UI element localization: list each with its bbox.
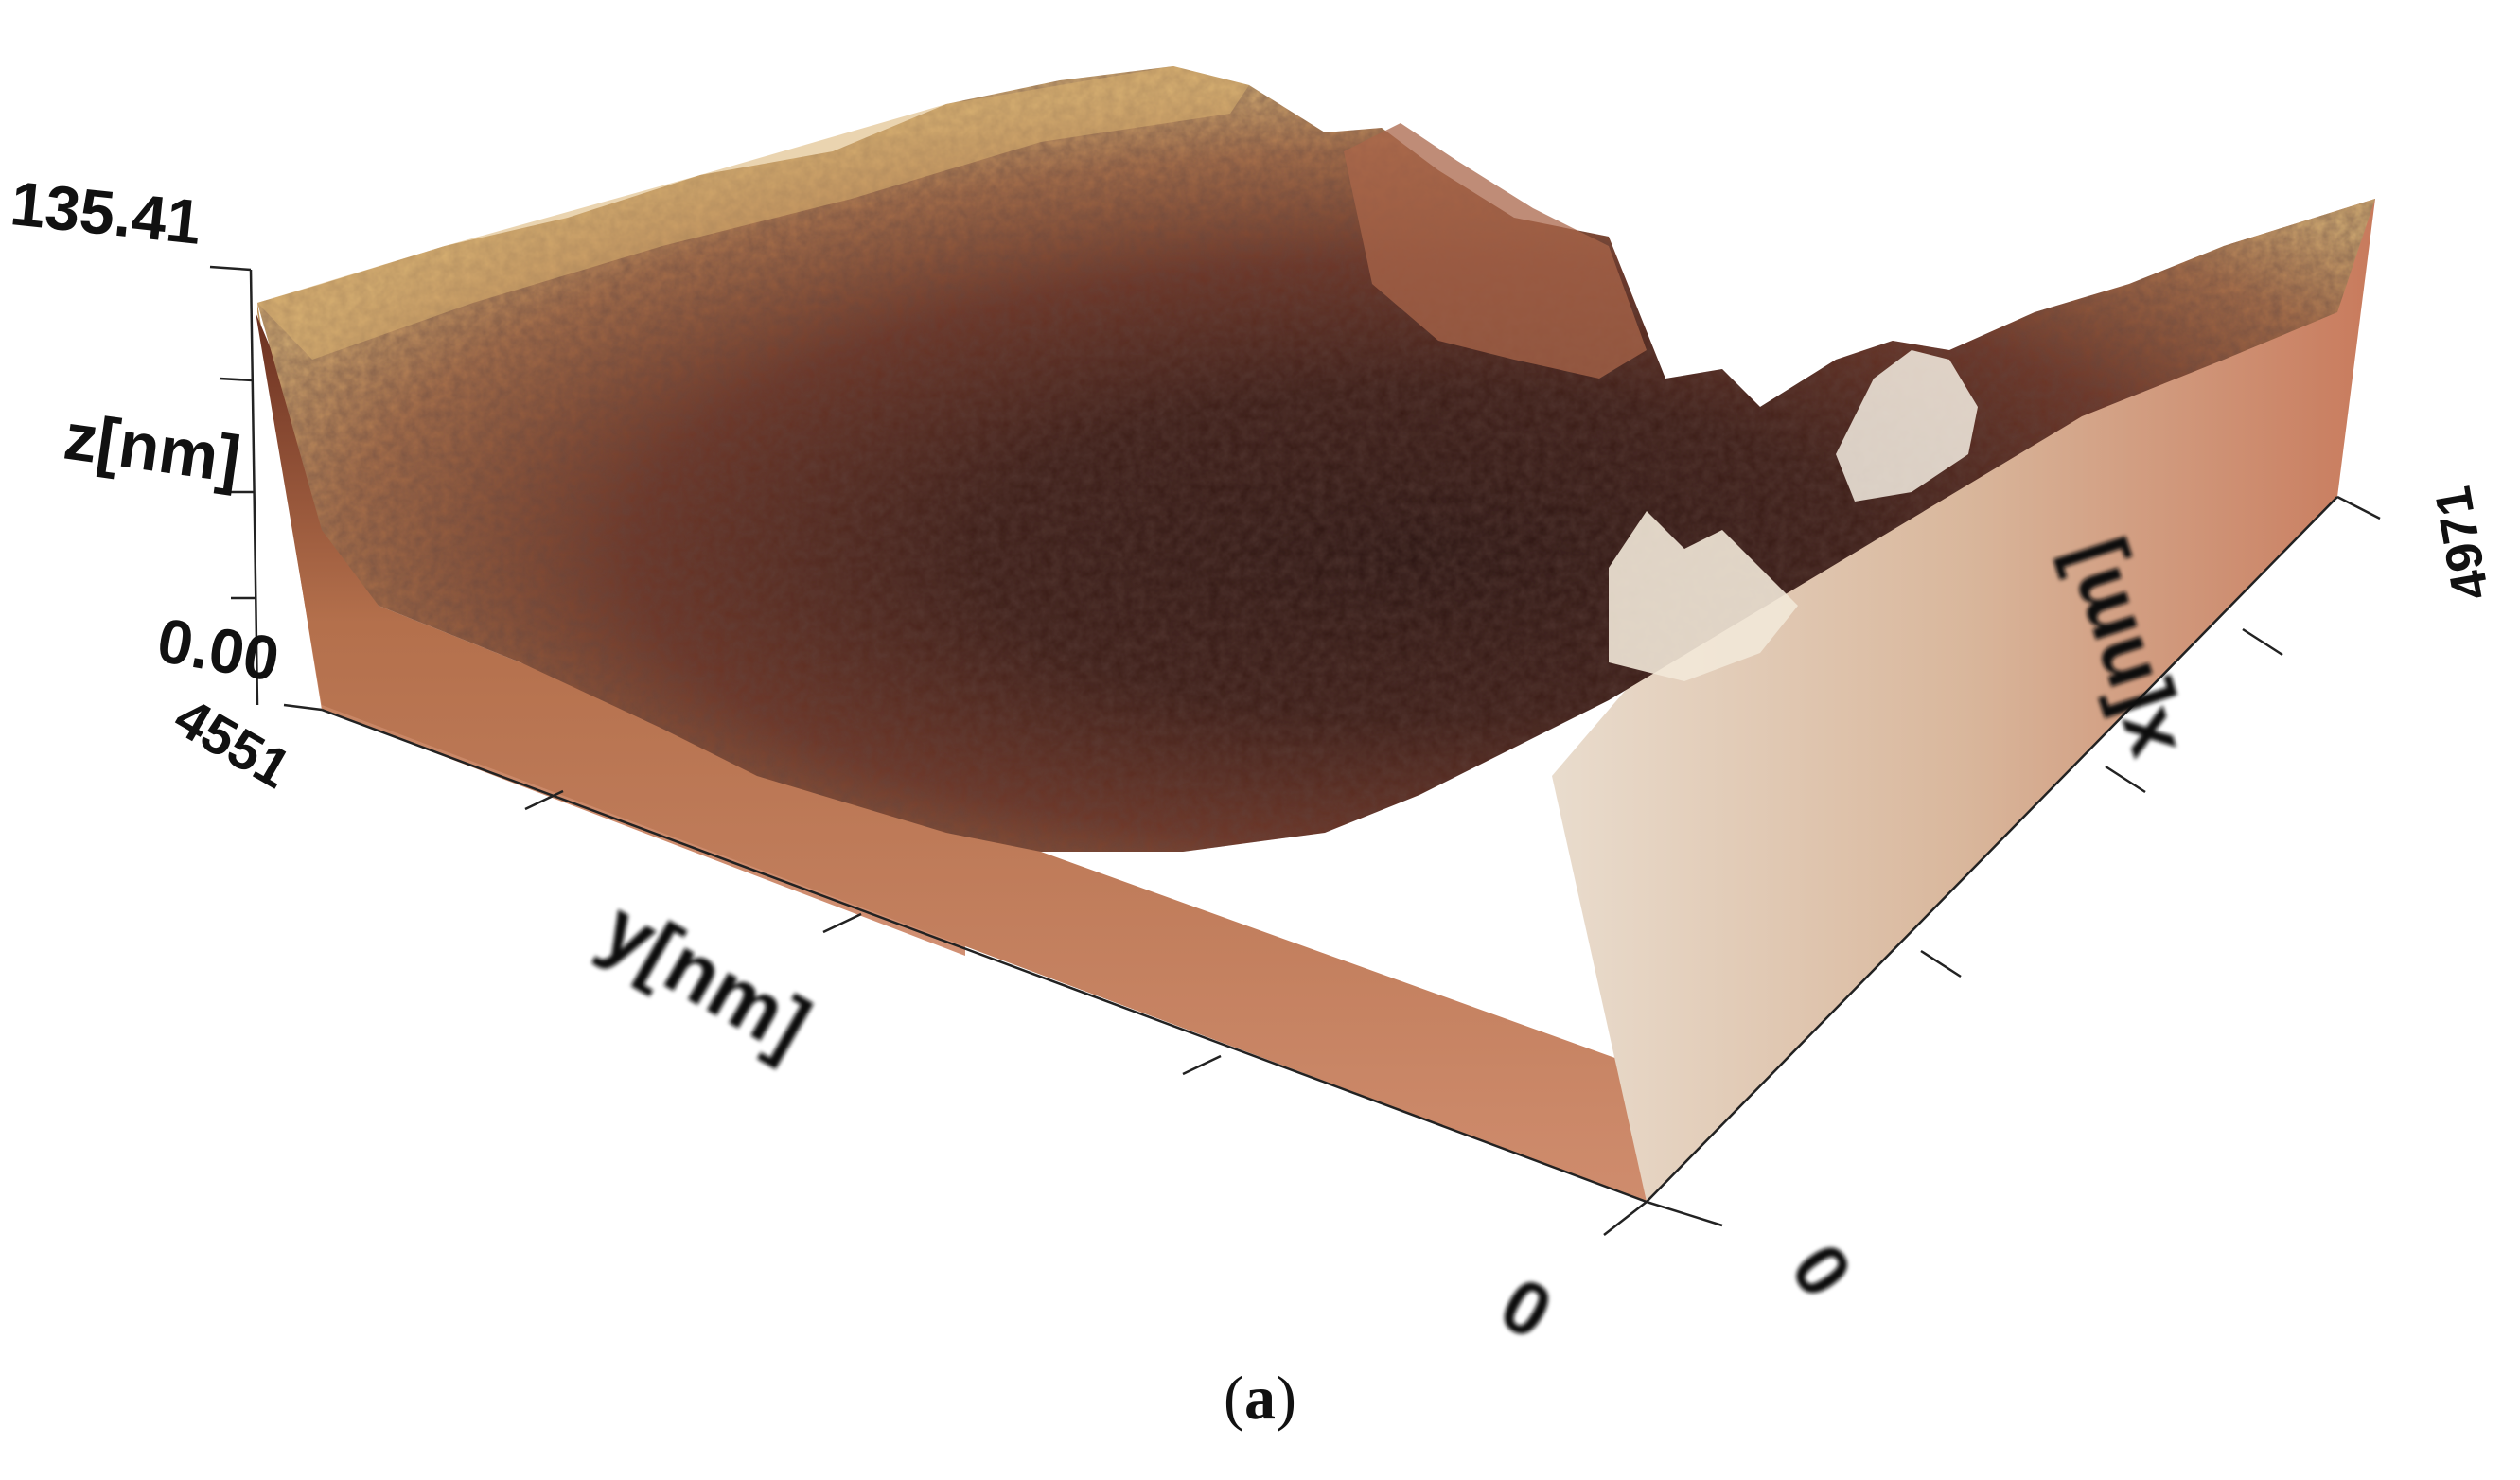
x-tick-label-max: 4971 (2424, 483, 2500, 605)
x-tick-2 (2105, 765, 2146, 794)
x-tick-label-min: 0 (1775, 1229, 1868, 1313)
surface-bright-peak-2 (1836, 350, 1978, 502)
axes (209, 265, 2381, 1236)
surface-rim-highlight (257, 66, 1249, 360)
y-tick-1 (524, 789, 564, 811)
x-tick-end (2336, 495, 2381, 520)
y-axis-line (321, 708, 1648, 1204)
z-axis-label: z[nm] (60, 399, 245, 497)
y-tick-3 (1182, 1054, 1222, 1076)
z-tick-label-max: 135.41 (8, 167, 205, 257)
z-tick-2 (219, 377, 254, 382)
z-tick-top (209, 265, 252, 272)
x-axis-line (1646, 496, 2338, 1203)
surface-peak-ridge (1344, 123, 1647, 379)
y-tick-2 (822, 912, 862, 934)
surface-front-wall (256, 312, 1647, 1202)
y-axis-label: y[nm] (588, 883, 825, 1072)
surface-bright-peak-1 (1609, 511, 1798, 681)
figure-caption: (a) (0, 1363, 2520, 1435)
z-tick-bottom (283, 703, 323, 712)
caption-letter: a (1244, 1364, 1276, 1433)
z-tick-label-min: 0.00 (152, 605, 284, 695)
surface-right-wall (1552, 199, 2375, 1202)
caption-close: ) (1276, 1364, 1296, 1433)
x-tick-1 (1920, 949, 1962, 978)
x-tick-3 (2242, 627, 2283, 657)
y-tick-label-min: 0 (1488, 1261, 1566, 1355)
caption-open: ( (1224, 1364, 1244, 1433)
x-tick-start (1646, 1200, 1723, 1227)
y-tick-end (1603, 1201, 1648, 1236)
y-tick-label-max: 4551 (165, 686, 301, 801)
surface-texture (257, 66, 2375, 852)
z-axis-line (249, 269, 259, 706)
